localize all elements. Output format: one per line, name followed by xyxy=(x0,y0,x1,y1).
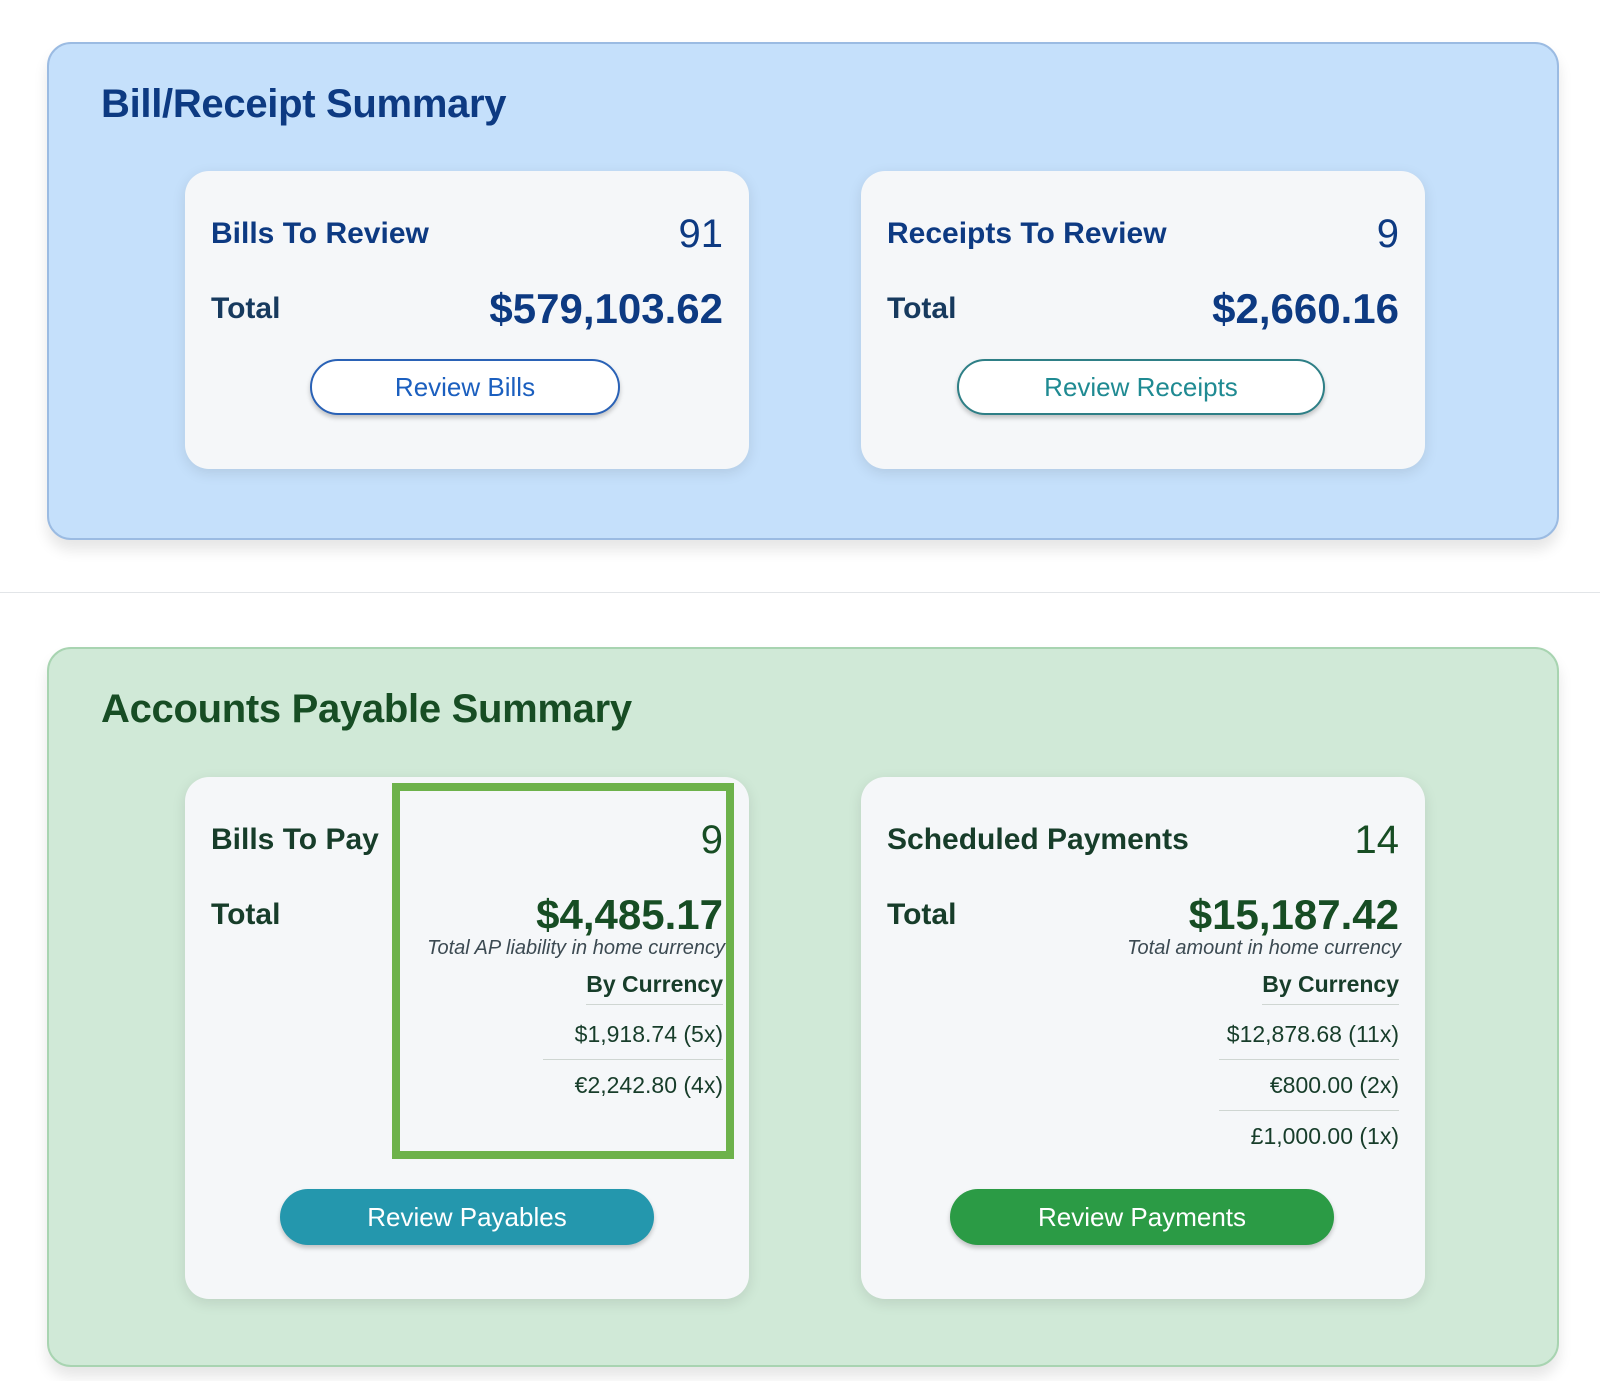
scheduled-payments-total-label: Total xyxy=(887,898,957,931)
bill-receipt-summary-panel: Bill/Receipt Summary Bills To Review 91 … xyxy=(47,42,1559,540)
bills-to-pay-total-amount: $4,485.17 xyxy=(536,891,723,938)
currency-item-usd: $1,918.74 (5x) xyxy=(543,1009,723,1060)
bills-total-amount: $579,103.62 xyxy=(489,285,723,332)
accounts-payable-summary-title: Accounts Payable Summary xyxy=(101,687,632,731)
currency-item-gbp: £1,000.00 (1x) xyxy=(1250,1123,1399,1149)
bills-to-review-header: Bills To Review 91 xyxy=(211,209,723,259)
receipts-to-review-label: Receipts To Review xyxy=(887,217,1167,250)
currency-item-usd: $12,878.68 (11x) xyxy=(1219,1009,1399,1060)
bills-to-pay-total-row: Total $4,485.17 xyxy=(211,889,723,941)
bills-total-label: Total xyxy=(211,292,281,325)
currency-item-eur: €800.00 (2x) xyxy=(1219,1060,1399,1111)
currency-breakdown-list: $12,878.68 (11x) €800.00 (2x) £1,000.00 … xyxy=(1219,1009,1399,1161)
review-payments-button[interactable]: Review Payments xyxy=(950,1189,1334,1245)
home-currency-note: Total amount in home currency xyxy=(1127,937,1401,959)
bills-to-pay-card: Bills To Pay 9 Total $4,485.17 Total AP … xyxy=(185,777,749,1299)
receipts-to-review-header: Receipts To Review 9 xyxy=(887,209,1399,259)
currency-item-eur: €2,242.80 (4x) xyxy=(574,1072,723,1098)
receipts-total-label: Total xyxy=(887,292,957,325)
bills-to-pay-header: Bills To Pay 9 xyxy=(211,815,723,865)
scheduled-payments-total-row: Total $15,187.42 xyxy=(887,889,1399,941)
review-payables-button[interactable]: Review Payables xyxy=(280,1189,654,1245)
scheduled-payments-header: Scheduled Payments 14 xyxy=(887,815,1399,865)
scheduled-payments-card: Scheduled Payments 14 Total $15,187.42 T… xyxy=(861,777,1425,1299)
scheduled-payments-count: 14 xyxy=(1354,817,1400,862)
bills-to-review-label: Bills To Review xyxy=(211,217,429,250)
bills-to-pay-count: 9 xyxy=(700,817,723,862)
receipts-to-review-count: 9 xyxy=(1376,211,1399,256)
bill-receipt-summary-title: Bill/Receipt Summary xyxy=(101,82,507,126)
receipts-total-row: Total $2,660.16 xyxy=(887,283,1399,335)
by-currency-heading: By Currency xyxy=(586,971,723,1005)
receipts-total-amount: $2,660.16 xyxy=(1212,285,1399,332)
bills-to-review-count: 91 xyxy=(678,211,724,256)
receipts-to-review-card: Receipts To Review 9 Total $2,660.16 Rev… xyxy=(861,171,1425,469)
review-receipts-button[interactable]: Review Receipts xyxy=(957,359,1325,415)
ap-liability-note: Total AP liability in home currency xyxy=(427,937,725,959)
review-bills-button[interactable]: Review Bills xyxy=(310,359,620,415)
bills-total-row: Total $579,103.62 xyxy=(211,283,723,335)
section-divider xyxy=(0,592,1600,593)
scheduled-payments-label: Scheduled Payments xyxy=(887,823,1189,856)
bills-to-pay-label: Bills To Pay xyxy=(211,823,379,856)
accounts-payable-summary-panel: Accounts Payable Summary Bills To Pay 9 … xyxy=(47,647,1559,1367)
bills-to-review-card: Bills To Review 91 Total $579,103.62 Rev… xyxy=(185,171,749,469)
currency-breakdown-list: $1,918.74 (5x) €2,242.80 (4x) xyxy=(543,1009,723,1110)
bills-to-pay-total-label: Total xyxy=(211,898,281,931)
by-currency-heading: By Currency xyxy=(1262,971,1399,1005)
scheduled-payments-total-amount: $15,187.42 xyxy=(1188,891,1399,938)
